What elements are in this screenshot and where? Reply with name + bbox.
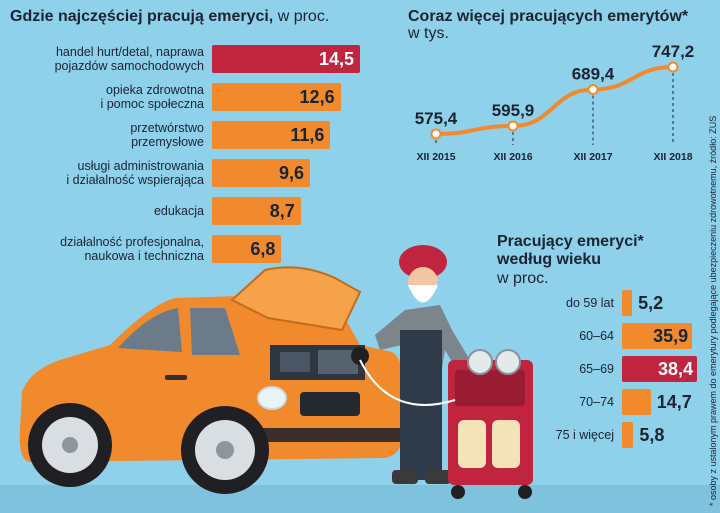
left-category-label: edukacja (4, 204, 204, 218)
age-chart-title-line-1: Pracujący emeryci* (497, 233, 644, 250)
left-category-label-line: działalność profesjonalna, (60, 235, 204, 249)
left-category-label: handel hurt/detal, naprawa pojazdów samoc… (4, 45, 204, 73)
age-bar (622, 422, 634, 448)
age-category-label: do 59 lat (566, 296, 614, 310)
left-bar (212, 159, 310, 187)
age-bar (622, 356, 697, 382)
line-point (667, 61, 679, 73)
left-category-label-line: pojazdów samochodowych (54, 59, 204, 73)
left-bar-value: 6,8 (250, 239, 276, 259)
left-bar-value: 11,6 (290, 125, 325, 145)
age-bar (622, 290, 633, 316)
footnote: * osoby z ustalonym prawem do emerytury … (708, 115, 718, 506)
line-value-label: 595,9 (492, 101, 535, 120)
left-category-label-line: przetwórstwo (130, 121, 204, 135)
left-category-label-line: i działalność wspierająca (66, 173, 204, 187)
age-bar-value: 5,2 (638, 293, 664, 313)
age-category-label: 60–64 (579, 329, 614, 343)
left-category-label: działalność profesjonalna, naukowa i tech… (4, 235, 204, 263)
age-chart-unit: w proc. (497, 270, 549, 287)
line-point (507, 120, 519, 132)
left-category-label-line: naukowa i techniczna (84, 249, 204, 263)
line-value-label: 747,2 (652, 42, 695, 61)
line-value-label: 689,4 (572, 65, 615, 84)
left-category-label-line: handel hurt/detal, naprawa (55, 45, 204, 59)
line-point (587, 84, 599, 96)
left-bar (212, 121, 331, 149)
age-category-label: 65–69 (579, 362, 614, 376)
age-chart-title-line-2: według wieku (497, 251, 602, 268)
age-category-label: 75 i więcej (555, 428, 614, 442)
line-chart-title: Coraz więcej pracujących emerytów* (408, 8, 689, 25)
left-bar-value: 14,5 (318, 49, 354, 69)
line-point (430, 128, 442, 140)
age-bar-value: 5,8 (639, 425, 665, 445)
line-category-label: XII 2015 (416, 151, 455, 163)
line-value-label: 575,4 (415, 109, 458, 128)
line-chart-unit: w tys. (408, 25, 449, 42)
line-category-label: XII 2018 (653, 151, 692, 163)
left-category-label: usługi administrowania i działalność wspi… (4, 159, 204, 187)
left-bar-value: 12,6 (299, 87, 335, 107)
left-category-label-line: usługi administrowania (77, 159, 204, 173)
left-bar (212, 83, 341, 111)
age-bar-value: 14,7 (656, 392, 692, 412)
age-bar (622, 323, 693, 349)
left-chart-title-text: Gdzie najczęściej pracują emeryci, (10, 8, 274, 25)
left-category-label: opieka zdrowotna i pomoc społeczna (4, 83, 204, 111)
ground (0, 485, 720, 513)
line-category-label: XII 2017 (573, 151, 612, 163)
left-category-label: przetwórstwo przemysłowe (4, 121, 204, 149)
left-bar (212, 45, 360, 73)
age-bar-value: 38,4 (657, 359, 693, 379)
line-category-label: XII 2016 (493, 151, 532, 163)
left-chart-title: Gdzie najczęściej pracują emeryci, w pro… (10, 8, 329, 26)
left-bar (212, 235, 282, 263)
left-category-label-line: edukacja (153, 204, 204, 218)
line-series (435, 64, 674, 136)
left-chart-unit: w proc. (277, 8, 330, 25)
left-bar-value: 8,7 (269, 201, 295, 221)
left-category-label-line: opieka zdrowotna (106, 83, 204, 97)
age-bar-value: 35,9 (653, 326, 689, 346)
age-bar (622, 389, 651, 415)
left-bar (212, 197, 301, 225)
car-icon (19, 266, 405, 494)
age-category-label: 70–74 (579, 395, 614, 409)
left-category-label-line: i pomoc społeczna (100, 97, 204, 111)
diagnostic-cart-icon (359, 349, 533, 499)
left-category-label-line: przemysłowe (131, 135, 204, 149)
left-bar-value: 9,6 (278, 163, 304, 183)
